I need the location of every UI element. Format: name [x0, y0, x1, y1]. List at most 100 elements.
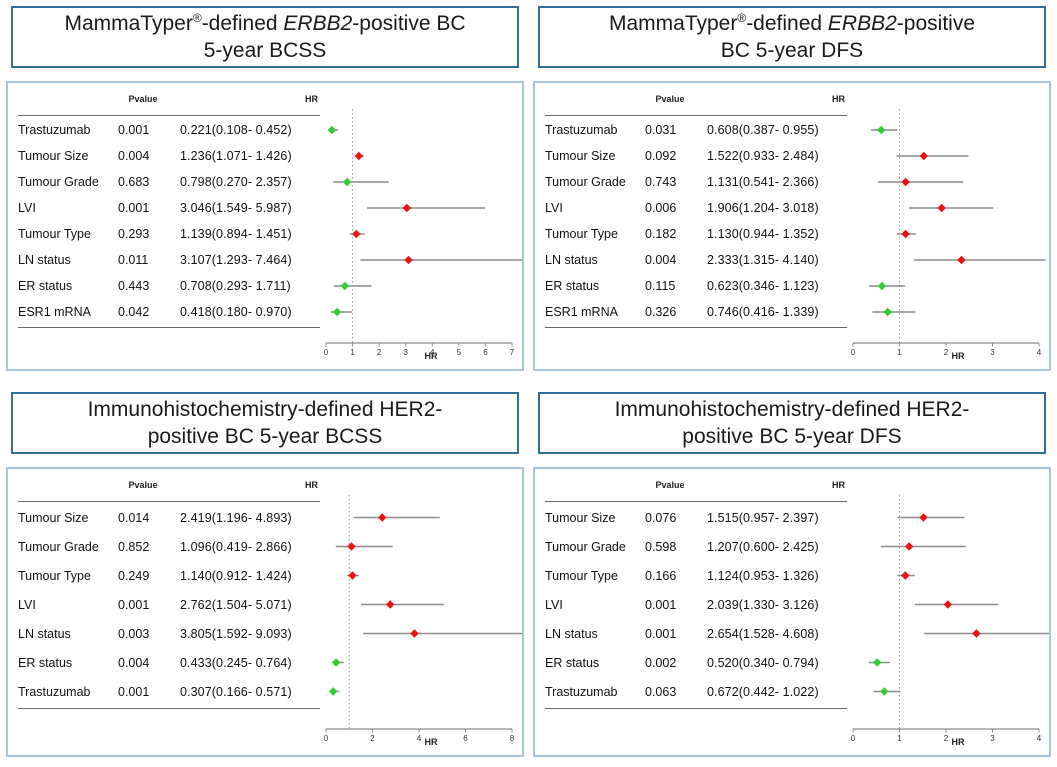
x-axis-label: HR: [952, 737, 965, 747]
hr-marker: [957, 255, 966, 265]
hr-marker: [972, 629, 981, 638]
table-row: Tumour Grade 0.598 1.207(0.600- 2.425): [545, 532, 847, 561]
row-label: Tumour Grade: [545, 175, 626, 189]
x-tick-label: 1: [897, 734, 902, 743]
header-variable-spacer: [545, 94, 645, 104]
row-pvalue: 0.293: [118, 227, 150, 241]
row-hr-ci: 0.418(0.180- 0.970): [180, 305, 292, 319]
hr-marker: [943, 600, 953, 609]
row-pvalue: 0.001: [645, 626, 677, 641]
table-row: Tumour Grade 0.852 1.096(0.419- 2.866): [18, 532, 320, 561]
row-hr-ci: 2.039(1.330- 3.126): [707, 597, 819, 612]
header-pvalue: Pvalue: [128, 94, 158, 104]
x-axis-label: HR: [425, 737, 438, 747]
row-pvalue: 0.001: [118, 597, 150, 612]
table-row: ESR1 mRNA 0.326 0.746(0.416- 1.339): [545, 299, 847, 325]
row-label: ESR1 mRNA: [545, 305, 618, 319]
row-hr-ci: 0.221(0.108- 0.452): [180, 123, 292, 137]
row-label: LN status: [545, 626, 598, 641]
row-label: Trastuzumab: [18, 684, 91, 699]
forest-plot: 0 1 2 3 4 5 6 7 HR: [324, 109, 522, 361]
header-pvalue: Pvalue: [128, 480, 158, 490]
table-row: Tumour Type 0.293 1.139(0.894- 1.451): [18, 221, 320, 247]
hr-marker: [904, 542, 914, 551]
table-row: LN status 0.011 3.107(1.293- 7.464): [18, 247, 320, 273]
row-label: ER status: [18, 279, 73, 293]
table-row: Trastuzumab 0.001 0.307(0.166- 0.571): [18, 677, 320, 706]
forest-plot-box: Pvalue HR Trastuzumab 0.001 0.221(0.108- 0.4…: [6, 81, 524, 371]
table-row: LVI 0.001 2.039(1.330- 3.126): [545, 590, 847, 619]
x-tick-label: 2: [370, 734, 375, 743]
hr-marker: [883, 307, 892, 317]
hr-marker: [332, 307, 342, 317]
forest-panel-1: MammaTyper®-defined ERBB2-positive BC 5-y…: [6, 6, 524, 371]
row-label: ER status: [545, 655, 600, 670]
hr-marker: [877, 125, 886, 135]
panel-title-text: MammaTyper®-defined ERBB2-positive BC 5-y…: [608, 10, 975, 62]
x-tick-label: 3: [403, 348, 408, 357]
table-header-row: Pvalue HR: [545, 94, 847, 104]
row-label: Tumour Grade: [545, 539, 626, 554]
row-label: LN status: [18, 626, 71, 641]
x-tick-label: 6: [463, 734, 468, 743]
row-pvalue: 0.743: [645, 175, 677, 189]
table-row: Tumour Size 0.014 2.419(1.196- 4.893): [18, 503, 320, 532]
row-pvalue: 0.011: [118, 253, 149, 267]
row-hr-ci: 0.623(0.346- 1.123): [707, 279, 819, 293]
x-tick-label: 5: [457, 348, 462, 357]
table-row: LVI 0.001 3.046(1.549- 5.987): [18, 195, 320, 221]
row-label: Tumour Size: [18, 149, 89, 163]
row-label: Trastuzumab: [18, 123, 91, 137]
x-tick-label: 3: [990, 348, 995, 357]
hr-marker: [347, 542, 356, 551]
row-hr-ci: 1.131(0.541- 2.366): [707, 175, 819, 189]
table-row: Tumour Grade 0.683 0.798(0.270- 2.357): [18, 169, 320, 195]
hr-marker: [352, 229, 361, 239]
row-label: LVI: [545, 597, 563, 612]
row-hr-ci: 0.708(0.293- 1.711): [180, 279, 291, 293]
row-hr-ci: 0.746(0.416- 1.339): [707, 305, 819, 319]
row-pvalue: 0.683: [118, 175, 150, 189]
table-row: Tumour Size 0.076 1.515(0.957- 2.397): [545, 503, 847, 532]
panel-title-text: Immunohistochemistry-defined HER2- positi…: [87, 397, 443, 448]
forest-plot: 0 1 2 3 4 HR: [851, 495, 1049, 747]
row-pvalue: 0.003: [118, 626, 150, 641]
table-bottom-line: [545, 327, 847, 328]
row-label: Tumour Grade: [18, 175, 99, 189]
hr-marker: [348, 571, 357, 580]
row-pvalue: 0.001: [118, 201, 150, 215]
header-underline: [545, 115, 847, 116]
row-label: Tumour Type: [18, 227, 91, 241]
row-hr-ci: 0.520(0.340- 0.794): [707, 655, 819, 670]
x-tick-label: 4: [1037, 734, 1042, 743]
row-hr-ci: 1.906(1.204- 3.018): [707, 201, 819, 215]
row-label: Tumour Size: [545, 149, 616, 163]
row-hr-ci: 0.672(0.442- 1.022): [707, 684, 819, 699]
row-pvalue: 0.092: [645, 149, 677, 163]
row-hr-ci: 1.515(0.957- 2.397): [707, 510, 819, 525]
x-tick-label: 2: [377, 348, 382, 357]
table-rows: Tumour Size 0.076 1.515(0.957- 2.397) Tumou…: [545, 503, 847, 706]
hr-marker: [340, 281, 350, 291]
table-row: LVI 0.001 2.762(1.504- 5.071): [18, 590, 320, 619]
x-tick-label: 0: [324, 734, 329, 743]
row-hr-ci: 1.124(0.953- 1.326): [707, 568, 819, 583]
hr-marker: [872, 658, 882, 667]
row-pvalue: 0.182: [645, 227, 677, 241]
hr-marker: [919, 513, 928, 522]
row-hr-ci: 3.107(1.293- 7.464): [180, 253, 292, 267]
header-hr: HR: [305, 94, 318, 104]
row-pvalue: 0.014: [118, 510, 150, 525]
header-hr: HR: [305, 480, 318, 490]
header-underline: [545, 501, 847, 502]
panel-title-text: Immunohistochemistry-defined HER2- positi…: [614, 397, 970, 448]
hr-marker: [402, 203, 412, 213]
row-pvalue: 0.001: [645, 597, 677, 612]
row-hr-ci: 0.433(0.245- 0.764): [180, 655, 292, 670]
hr-marker: [877, 281, 887, 291]
row-pvalue: 0.326: [645, 305, 677, 319]
row-pvalue: 0.004: [118, 149, 150, 163]
panel-title: MammaTyper®-defined ERBB2-positive BC 5-y…: [538, 6, 1046, 68]
row-hr-ci: 1.236(1.071- 1.426): [180, 149, 292, 163]
table-row: ER status 0.443 0.708(0.293- 1.711): [18, 273, 320, 299]
